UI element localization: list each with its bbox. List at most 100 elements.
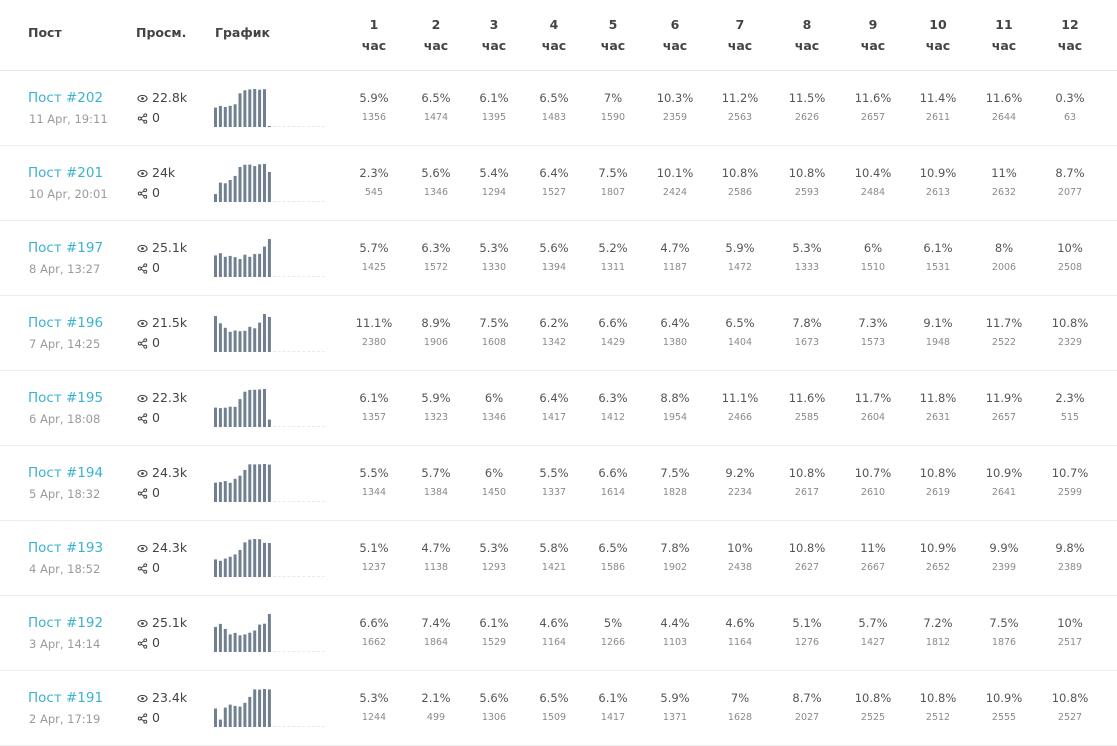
hour-percent: 5.8% [539, 541, 569, 555]
shares-count: 0 [137, 260, 160, 275]
header-chart: График [215, 25, 270, 40]
header-hour-10[interactable]: 10 час [908, 14, 968, 56]
header-hour-5[interactable]: 5 час [583, 14, 643, 56]
hour-percent: 7.8% [792, 316, 822, 330]
hour-cell: 10.8% 2512 [908, 691, 968, 723]
shares-count: 0 [137, 335, 160, 350]
hour-percent: 7.8% [660, 541, 690, 555]
sparkline-bar [238, 635, 242, 652]
header-hour-8[interactable]: 8 час [777, 14, 837, 56]
hour-count: 1828 [662, 487, 688, 498]
views-value: 25.1k [152, 240, 188, 255]
sparkline-empty-bar [316, 201, 320, 202]
post-link[interactable]: Пост #191 [28, 690, 104, 706]
sparkline-bar [243, 702, 247, 727]
sparkline-bar [243, 330, 247, 352]
sparkline-empty-bar [302, 576, 306, 577]
shares-value: 0 [152, 410, 160, 425]
sparkline-empty-bar [282, 726, 286, 727]
header-hour-3[interactable]: 3 час [464, 14, 524, 56]
header-hour-1[interactable]: 1 час [344, 14, 404, 56]
hour-count: 1425 [361, 262, 387, 273]
sparkline-empty-bar [297, 651, 301, 652]
views-sparkline [214, 89, 325, 127]
sparkline-bar [267, 172, 271, 202]
header-hour-7[interactable]: 7 час [710, 14, 770, 56]
sparkline-empty-bar [312, 126, 315, 127]
table-row[interactable]: Пост #192 3 Apr, 14:14 25.1k 0 6.6% 1662 7.4% 1… [0, 596, 1117, 671]
hour-count: 1510 [860, 262, 886, 273]
hour-cell: 11.5% 2626 [777, 91, 837, 123]
hour-percent: 10.3% [656, 91, 694, 105]
hour-percent: 7.4% [421, 616, 451, 630]
hour-number: 8 [802, 17, 812, 32]
header-hour-11[interactable]: 11 час [974, 14, 1034, 56]
post-link[interactable]: Пост #196 [28, 315, 104, 331]
sparkline-bar [233, 406, 237, 427]
hour-count: 1187 [662, 262, 688, 273]
sparkline-empty-bar [287, 651, 291, 652]
header-hour-12[interactable]: 12 час [1040, 14, 1100, 56]
header-hour-4[interactable]: 4 час [524, 14, 584, 56]
hour-count: 2512 [925, 712, 951, 723]
table-row[interactable]: Пост #193 4 Apr, 18:52 24.3k 0 5.1% 1237 4.7% 1… [0, 521, 1117, 596]
hour-cell: 6.1% 1417 [583, 691, 643, 723]
sparkline-empty-bar [302, 276, 306, 277]
hour-unit: час [991, 38, 1017, 53]
hour-count: 1138 [423, 562, 449, 573]
sparkline-empty-bar [321, 426, 325, 427]
header-hour-6[interactable]: 6 час [645, 14, 705, 56]
post-link[interactable]: Пост #202 [28, 90, 104, 106]
sparkline-empty-bar [302, 426, 306, 427]
hour-cell: 6.5% 1404 [710, 316, 770, 348]
hour-count: 1311 [600, 262, 626, 273]
hour-cell: 7.5% 1608 [464, 316, 524, 348]
sparkline-bar [263, 389, 266, 427]
hour-cell: 6.6% 1614 [583, 466, 643, 498]
views-value: 22.8k [152, 90, 188, 105]
eye-icon [137, 167, 149, 179]
table-row[interactable]: Пост #194 5 Apr, 18:32 24.3k 0 5.5% 1344 5.7% 1… [0, 446, 1117, 521]
sparkline-empty-bar [321, 201, 325, 202]
sparkline-bar [267, 543, 271, 577]
post-link[interactable]: Пост #195 [28, 390, 104, 406]
shares-value: 0 [152, 710, 160, 725]
header-post[interactable]: Пост [28, 25, 62, 40]
shares-value: 0 [152, 260, 160, 275]
sparkline-bar [243, 391, 247, 427]
sparkline-empty-bar [287, 576, 291, 577]
hour-count: 2641 [991, 487, 1017, 498]
hour-percent: 6.5% [725, 316, 755, 330]
hour-cell: 5.9% 1472 [710, 241, 770, 273]
table-row[interactable]: Пост #191 2 Apr, 17:19 23.4k 0 5.3% 1244 2.1% 4… [0, 671, 1117, 746]
header-hour-2[interactable]: 2 час [406, 14, 466, 56]
post-date: 8 Apr, 13:27 [29, 262, 101, 276]
views-sparkline [214, 539, 325, 577]
sparkline-empty-bar [302, 651, 306, 652]
sparkline-bar [253, 89, 257, 127]
hour-count: 2657 [991, 412, 1017, 423]
sparkline-bar [253, 328, 257, 352]
share-icon [137, 562, 149, 574]
post-date: 2 Apr, 17:19 [29, 712, 101, 726]
hour-percent: 7.5% [989, 616, 1019, 630]
post-link[interactable]: Пост #201 [28, 165, 104, 181]
table-row[interactable]: Пост #197 8 Apr, 13:27 25.1k 0 5.7% 1425 6.3% 1… [0, 221, 1117, 296]
header-views[interactable]: Просм. [136, 25, 187, 40]
hour-percent: 11.7% [985, 316, 1023, 330]
header-hour-9[interactable]: 9 час [843, 14, 903, 56]
post-link[interactable]: Пост #197 [28, 240, 104, 256]
hour-cell: 5.7% 1425 [344, 241, 404, 273]
eye-icon [137, 617, 149, 629]
post-link[interactable]: Пост #193 [28, 540, 104, 556]
table-row[interactable]: Пост #196 7 Apr, 14:25 21.5k 0 11.1% 2380 8.9%… [0, 296, 1117, 371]
table-row[interactable]: Пост #202 11 Apr, 19:11 22.8k 0 5.9% 1356 6.5%… [0, 71, 1117, 146]
post-link[interactable]: Пост #194 [28, 465, 104, 481]
table-row[interactable]: Пост #201 10 Apr, 20:01 24k 0 2.3% 545 5.6% 134… [0, 146, 1117, 221]
post-link[interactable]: Пост #192 [28, 615, 104, 631]
sparkline-empty-bar [272, 651, 276, 652]
sparkline-bar [218, 408, 222, 427]
table-row[interactable]: Пост #195 6 Apr, 18:08 22.3k 0 6.1% 1357 5.9% 1… [0, 371, 1117, 446]
hour-count: 2627 [794, 562, 820, 573]
sparkline-empty-bar [312, 576, 315, 577]
